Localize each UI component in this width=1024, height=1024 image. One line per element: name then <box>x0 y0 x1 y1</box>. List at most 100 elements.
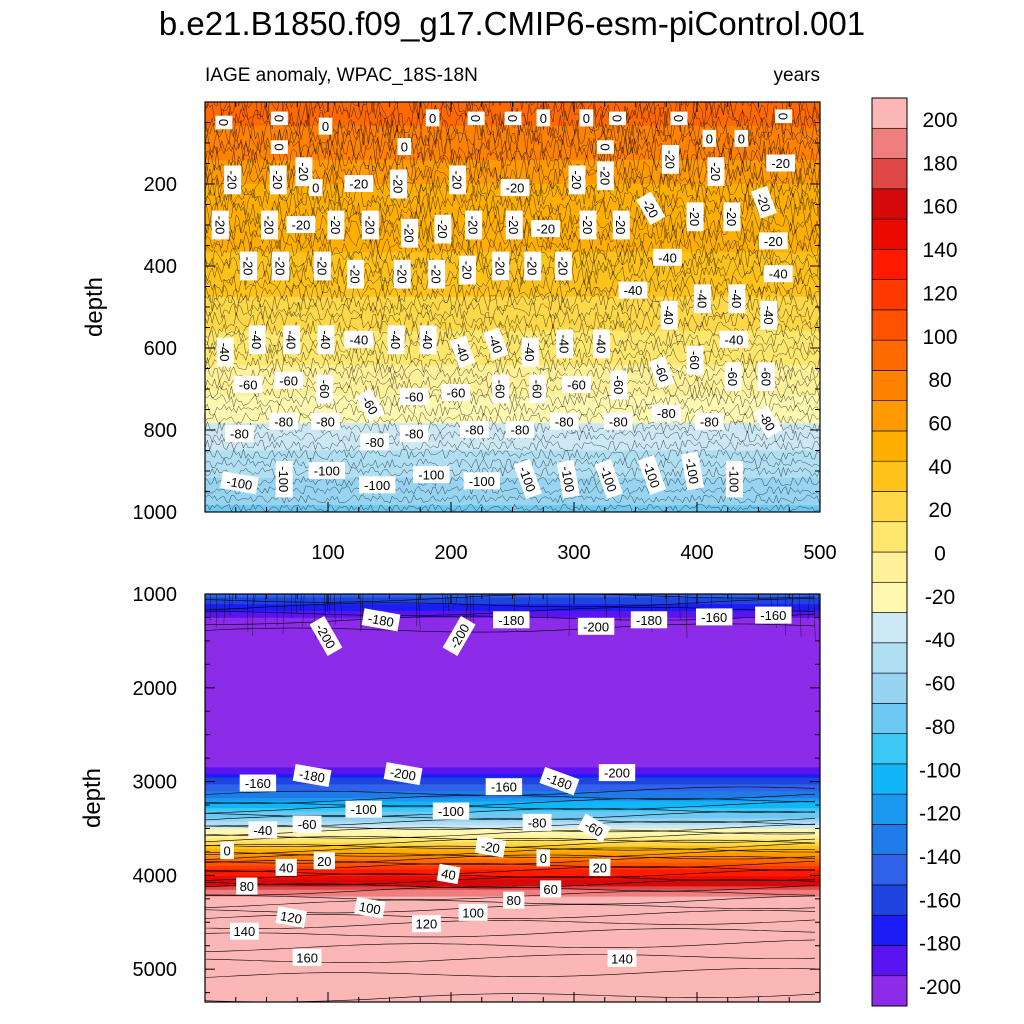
contour-label: -80 <box>549 412 579 430</box>
x-tick-label: 300 <box>557 542 590 564</box>
contour-label-text: 0 <box>540 111 547 126</box>
contour-label: -100 <box>345 800 382 818</box>
contour-label-text: -20 <box>536 222 555 237</box>
contour-label: -40 <box>719 330 749 348</box>
contour-line <box>205 860 816 873</box>
contour-label: 0 <box>536 849 551 867</box>
contour-label-text: -80 <box>528 815 547 830</box>
value-band <box>205 481 820 486</box>
contour-label-text: -60 <box>493 380 508 399</box>
contour-label: -40 <box>693 284 711 314</box>
contour-label-text: -20 <box>429 265 444 284</box>
value-band <box>205 723 820 728</box>
contour-label-text: 80 <box>506 893 520 908</box>
contour-label: -20 <box>661 144 679 174</box>
value-band <box>205 307 820 312</box>
colorbar-swatch <box>871 521 908 553</box>
value-band <box>205 821 820 826</box>
contour-label-text: -180 <box>636 613 662 628</box>
contour-label-text: -40 <box>318 330 333 349</box>
contour-label-text: 60 <box>543 882 557 897</box>
value-band <box>205 484 820 489</box>
value-band <box>205 658 820 663</box>
contour-label-text: -40 <box>349 332 368 347</box>
contour-label: -80 <box>694 412 724 430</box>
value-band <box>205 957 820 962</box>
contour-label: -80 <box>505 421 535 438</box>
contour-label: -180 <box>493 611 530 629</box>
contour-label: -20 <box>240 251 258 281</box>
value-band <box>205 289 820 294</box>
colorbar-tick-label: 20 <box>928 499 951 522</box>
contour-label-text: -20 <box>450 171 465 190</box>
contour-line <box>444 594 447 609</box>
value-band <box>205 801 820 806</box>
value-band <box>205 706 820 711</box>
value-band <box>205 491 820 496</box>
contour-line <box>294 594 298 614</box>
contour-label-text: -20 <box>580 216 595 235</box>
contour-label-text: -20 <box>212 216 227 235</box>
value-band <box>205 628 820 632</box>
value-band <box>205 402 820 407</box>
value-band <box>205 964 820 969</box>
y-tick-label: 600 <box>144 338 177 360</box>
y-tick-label: 4000 <box>133 865 178 887</box>
value-band <box>205 330 820 335</box>
contour-line <box>798 594 802 637</box>
contour-label: -80 <box>522 813 552 831</box>
colorbar-tick-label: -100 <box>919 759 961 782</box>
contour-label-text: -160 <box>245 776 271 791</box>
contour-label-text: -40 <box>694 289 709 308</box>
contour-label: -60 <box>757 362 775 392</box>
contour-label-text: -100 <box>314 464 340 479</box>
contour-label: -40 <box>419 325 437 355</box>
value-band <box>205 743 820 748</box>
contour-label-text: -80 <box>465 423 484 438</box>
value-band <box>205 125 820 130</box>
value-band <box>205 770 820 775</box>
colorbar-tick-label: 180 <box>922 152 957 175</box>
colorbar-tick-label: -60 <box>925 673 955 696</box>
contour-label: 0 <box>425 109 440 127</box>
value-band <box>205 934 820 938</box>
contour-label: -40 <box>449 335 476 369</box>
contour-label-text: 80 <box>240 879 254 894</box>
contour-label-text: -20 <box>764 234 783 249</box>
contour-line <box>205 968 816 978</box>
contour-label-text: -60 <box>447 386 466 401</box>
contour-label-text: 120 <box>416 917 438 932</box>
contour-label: -20 <box>505 210 523 240</box>
colorbar-swatch <box>871 854 908 886</box>
value-band <box>205 501 820 506</box>
value-band <box>205 835 820 840</box>
contour-label-text: -80 <box>274 414 293 429</box>
contour-label: 0 <box>609 111 626 126</box>
contour-label: -60 <box>316 374 334 404</box>
contour-line <box>205 302 820 321</box>
contour-label: 140 <box>230 922 259 940</box>
contour-label: -80 <box>360 433 390 451</box>
contour-label-text: -20 <box>460 261 475 280</box>
contour-label-text: -100 <box>682 457 701 485</box>
contour-label: -20 <box>554 251 572 281</box>
contour-line <box>205 798 816 807</box>
value-band <box>205 320 820 325</box>
value-band <box>205 477 820 482</box>
value-band <box>205 764 820 768</box>
contour-label: -200 <box>577 617 615 635</box>
contour-label: -20 <box>428 259 446 289</box>
colorbar-tick-label: -140 <box>919 846 961 869</box>
value-band <box>205 971 820 976</box>
contour-label: -40 <box>344 330 374 348</box>
contour-label: -60 <box>233 375 263 393</box>
colorbar-swatch <box>871 703 908 734</box>
contour-label-text: 40 <box>279 860 293 875</box>
contour-label: 20 <box>589 858 611 876</box>
contour-line <box>488 594 490 616</box>
contour-label: -20 <box>750 185 777 219</box>
colorbar-tick-label: -180 <box>919 933 961 956</box>
contour-label: 40 <box>275 858 297 876</box>
contour-label: -160 <box>239 774 277 792</box>
colorbar-swatch <box>871 975 908 1007</box>
